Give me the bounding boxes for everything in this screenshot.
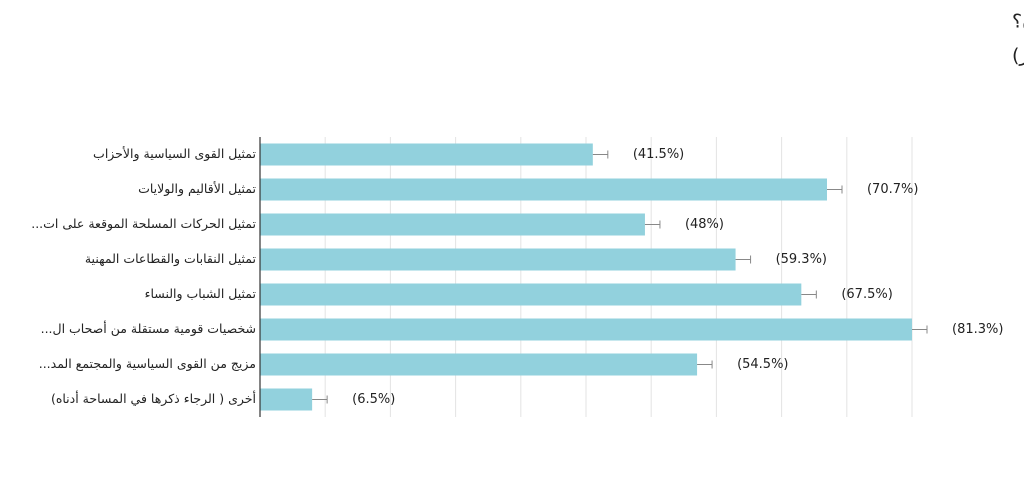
y-tick-label: شخصيات قومية مستقلة من أصحاب ال... — [41, 320, 256, 337]
value-label: (81.3%) — [952, 322, 1003, 337]
bar — [260, 283, 802, 306]
value-label: (59.3%) — [776, 252, 827, 267]
bar — [260, 388, 313, 411]
y-tick-label: مزيج من القوى السياسية والمجتمع المد... — [39, 356, 256, 372]
value-label: (70.7%) — [867, 182, 918, 197]
bar — [260, 353, 698, 376]
value-label: (6.5%) — [352, 392, 395, 407]
value-label: (54.5%) — [737, 357, 788, 372]
bar — [260, 248, 736, 271]
value-label: (41.5%) — [633, 147, 684, 162]
value-label: (48%) — [685, 217, 724, 232]
y-tick-label: تمثيل الشباب والنساء — [145, 286, 257, 302]
y-tick-label: تمثيل القوى السياسية والأحزاب — [93, 146, 256, 162]
bar — [260, 178, 827, 201]
y-tick-label: تمثيل الأقاليم والولايات — [138, 181, 256, 197]
value-label: (67.5%) — [841, 287, 892, 302]
bar — [260, 213, 645, 236]
chart-title: 20/ ما هو تصورك لتركيبة عضوية المجلس الت… — [1012, 11, 1024, 33]
bar — [260, 318, 912, 341]
chart-subtitle: (يمكن اختيار أكثر من خيار) — [1012, 43, 1024, 67]
bar — [260, 143, 593, 166]
y-tick-label: تمثيل النقابات والقطاعات المهنية — [85, 251, 257, 267]
y-tick-label: تمثيل الحركات المسلحة الموقعة على ات... — [31, 216, 256, 232]
y-tick-label: أخرى ( الرجاء ذكرها في المساحة أدناه) — [51, 390, 256, 407]
